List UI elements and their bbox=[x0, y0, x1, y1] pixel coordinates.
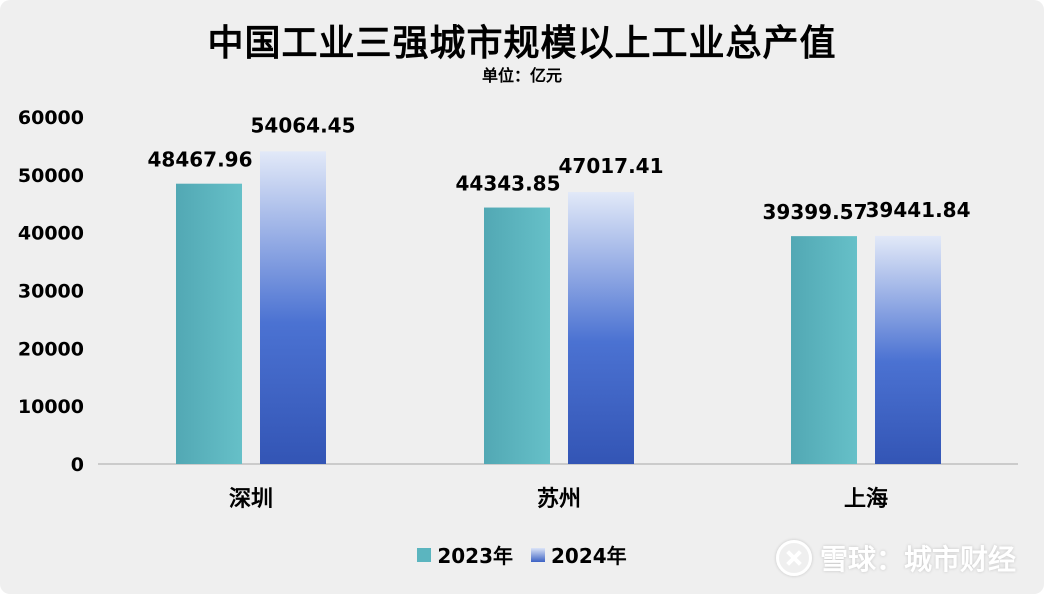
y-axis-tick-labels: 0 10000 20000 30000 40000 50000 60000 bbox=[18, 107, 84, 476]
bar-上海-2023年 bbox=[791, 236, 857, 464]
data-label-深圳-2024年: 54064.45 bbox=[250, 113, 355, 137]
legend-swatch-2024 bbox=[531, 547, 545, 562]
data-label-苏州-2023年: 44343.85 bbox=[455, 172, 560, 196]
snowball-logo-icon bbox=[775, 540, 812, 576]
legend-label-2024: 2024年 bbox=[551, 544, 627, 568]
x-axis-tick-labels: 深圳 苏州 上海 bbox=[229, 486, 888, 512]
legend-label-2023: 2023年 bbox=[437, 544, 513, 568]
y-tick-label-6: 60000 bbox=[18, 107, 84, 129]
data-label-上海-2023年: 39399.57 bbox=[762, 200, 867, 224]
bar-苏州-2024年 bbox=[568, 192, 634, 464]
chart-subtitle: 单位：亿元 bbox=[481, 66, 562, 85]
y-tick-label-4: 40000 bbox=[18, 223, 84, 245]
legend-item-2023: 2023年 bbox=[417, 540, 513, 569]
y-tick-label-5: 50000 bbox=[18, 165, 84, 187]
bar-苏州-2023年 bbox=[484, 207, 550, 464]
data-label-深圳-2023年: 48467.96 bbox=[147, 148, 252, 172]
bar-深圳-2023年 bbox=[176, 183, 242, 464]
x-tick-label-2: 上海 bbox=[844, 486, 888, 512]
watermark: 雪球：城市财经 bbox=[775, 538, 1016, 578]
x-tick-label-0: 深圳 bbox=[229, 487, 273, 512]
y-tick-label-2: 20000 bbox=[18, 338, 84, 360]
legend-swatch-2023 bbox=[417, 547, 432, 562]
y-tick-label-0: 0 bbox=[71, 454, 84, 476]
legend: 2023年 2024年 bbox=[0, 540, 1044, 569]
legend-item-2024: 2024年 bbox=[531, 540, 627, 569]
watermark-text: 雪球：城市财经 bbox=[819, 543, 1016, 576]
data-label-上海-2024年: 39441.84 bbox=[865, 198, 970, 222]
y-tick-label-3: 30000 bbox=[18, 281, 84, 303]
y-tick-label-1: 10000 bbox=[18, 396, 84, 418]
chart-title: 中国工业三强城市规模以上工业总产值 bbox=[207, 23, 837, 64]
bar-上海-2024年 bbox=[875, 235, 941, 464]
bar-深圳-2024年 bbox=[260, 151, 326, 464]
x-tick-label-1: 苏州 bbox=[537, 486, 581, 512]
data-label-苏州-2024年: 47017.41 bbox=[558, 154, 663, 178]
